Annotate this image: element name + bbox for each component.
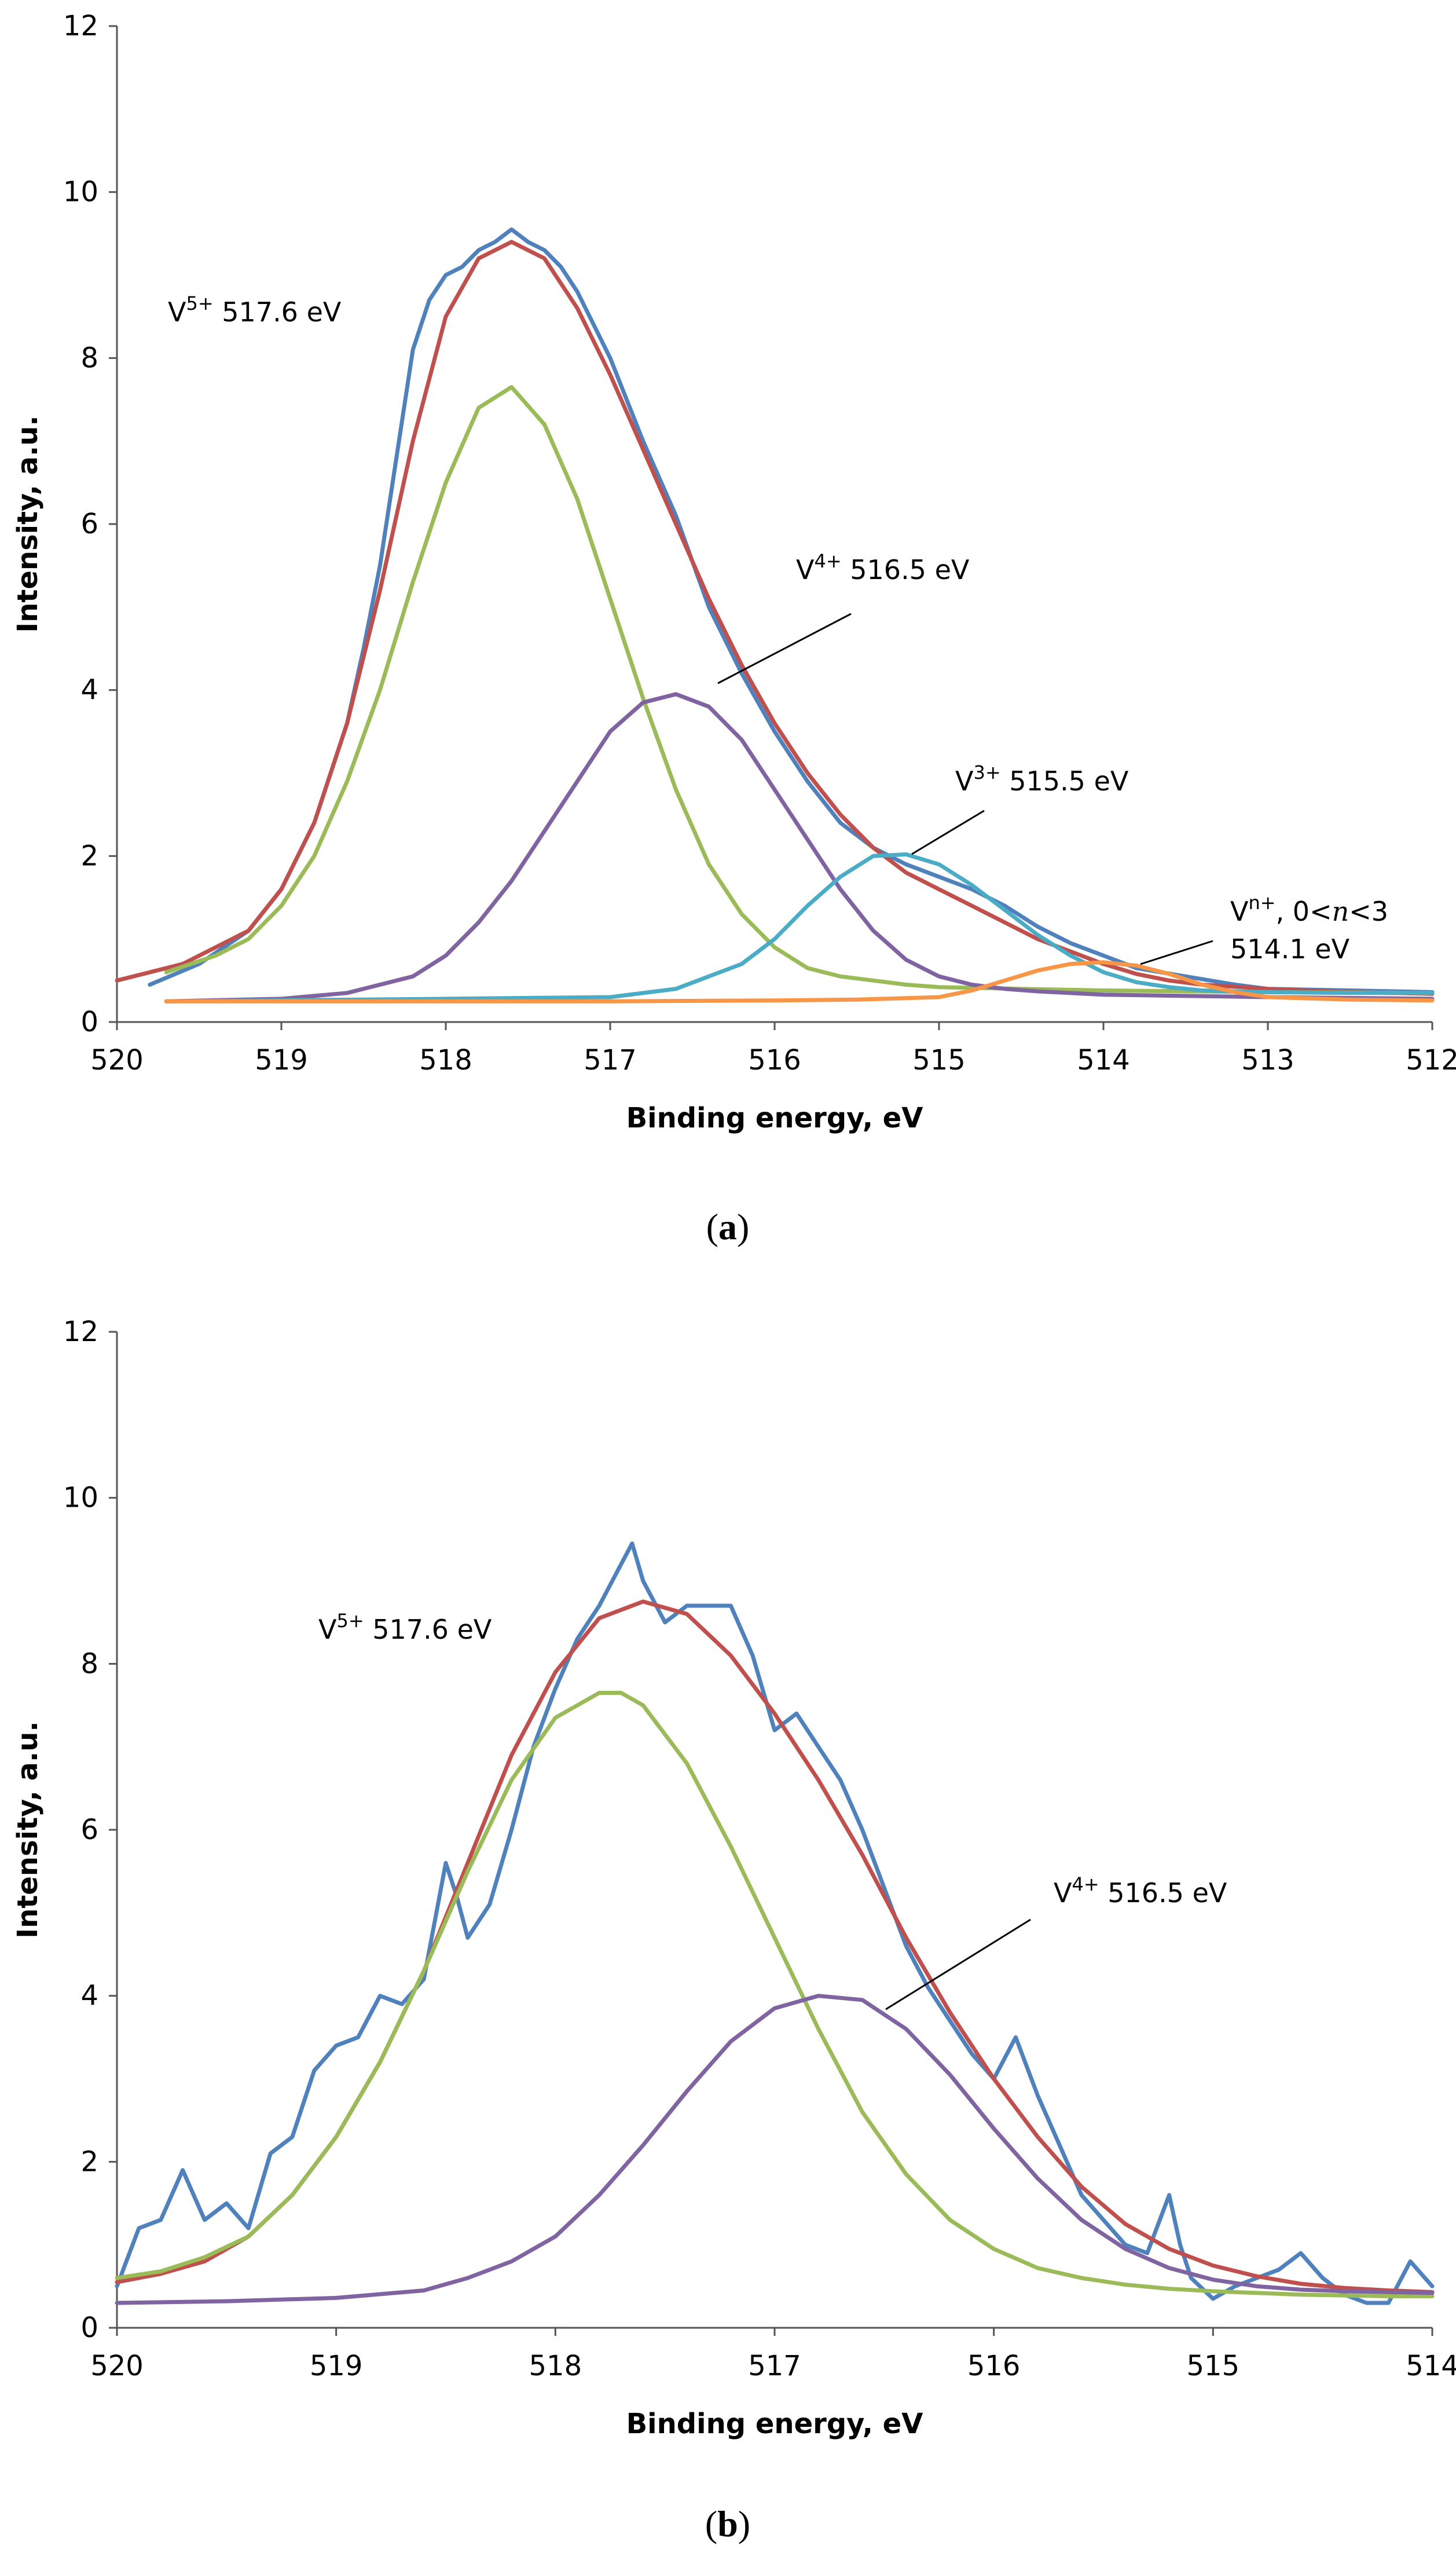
y-tick-label: 2 — [80, 840, 98, 872]
x-tick-label: 513 — [1241, 1044, 1294, 1076]
caption-close: ) — [737, 1206, 749, 1247]
annotation-ion: V — [796, 554, 815, 585]
x-tick-label: 518 — [419, 1044, 472, 1076]
annotation-leader-line — [911, 810, 985, 855]
y-tick-label: 12 — [63, 10, 98, 42]
y-axis-title: Intensity, a.u. — [12, 415, 44, 632]
annotation-energy: 515.5 eV — [1001, 766, 1129, 797]
x-tick-label: 518 — [529, 2350, 582, 2382]
x-tick-label: 517 — [748, 2350, 801, 2382]
annotation-ion: V — [1230, 896, 1249, 927]
caption-open: ( — [705, 2503, 717, 2544]
annotation-tail: <3 — [1349, 896, 1388, 927]
series-line-1 — [115, 240, 1435, 996]
x-tick-label: 519 — [255, 1044, 308, 1076]
annotation-energy: 516.5 eV — [842, 554, 970, 585]
y-tick-label: 10 — [63, 1482, 98, 1514]
peak-annotation: V5+ 517.6 eV — [168, 292, 342, 328]
annotation-ion: V — [1054, 1877, 1072, 1909]
y-tick-label: 0 — [80, 2312, 98, 2344]
annotation-leader-line — [885, 1918, 1031, 2010]
peak-annotation: V5+ 517.6 eV — [318, 1610, 492, 1645]
x-tick-label: 514 — [1406, 2350, 1456, 2382]
annotation-charge: 3+ — [973, 761, 1000, 783]
series-line-3 — [164, 692, 1435, 1004]
annotation-ion: V — [318, 1614, 337, 1645]
peak-annotation: V4+ 516.5 eV — [796, 550, 970, 585]
annotation-charge: 4+ — [814, 550, 841, 572]
annotation-leader-line — [1140, 940, 1213, 965]
caption-letter: a — [718, 1206, 737, 1247]
series-line-2 — [115, 1691, 1435, 2298]
series-line-5 — [164, 960, 1435, 1004]
series-line-3 — [115, 1994, 1435, 2305]
annotation-energy: , 0< — [1276, 896, 1332, 927]
x-tick-label: 520 — [90, 2350, 144, 2382]
annotation-charge: 5+ — [186, 292, 213, 314]
y-tick-label: 4 — [80, 1980, 98, 2012]
annotation-energy: 517.6 eV — [214, 296, 342, 328]
series-line-0 — [148, 227, 1435, 994]
x-tick-label: 515 — [912, 1044, 966, 1076]
y-tick-label: 10 — [63, 176, 98, 208]
x-tick-label: 520 — [90, 1044, 144, 1076]
chart-panel-b: 0 2 4 6 8 10 12 520 519 518 517 516 515 514 Binding en… — [12, 1316, 1456, 2544]
y-tick-label: 8 — [80, 342, 98, 374]
x-axis-title: Binding energy, eV — [626, 1102, 923, 1134]
caption-close: ) — [738, 2503, 750, 2544]
annotation-charge: 5+ — [336, 1610, 364, 1632]
x-tick-label: 516 — [967, 2350, 1021, 2382]
y-tick-label: 2 — [80, 2145, 98, 2178]
x-tick-label: 512 — [1406, 1044, 1456, 1076]
peak-annotation: V4+ 516.5 eV — [1054, 1873, 1227, 1909]
annotation-leader-line — [717, 613, 852, 684]
x-tick-label: 519 — [310, 2350, 363, 2382]
chart-panel-a: 0 2 4 6 8 10 12 520 519 518 517 516 515 514 513 512 Bind… — [12, 10, 1456, 1247]
y-tick-label: 12 — [63, 1316, 98, 1348]
annotation-energy: 517.6 eV — [364, 1614, 492, 1645]
x-tick-label: 515 — [1187, 2350, 1240, 2382]
series-line-0 — [115, 1541, 1435, 2305]
caption-letter: b — [717, 2503, 738, 2544]
peak-annotation: V3+ 515.5 eV — [955, 761, 1129, 797]
annotation-italic: n — [1332, 896, 1349, 927]
panel-caption: (a) — [706, 1206, 750, 1247]
x-axis-title: Binding energy, eV — [626, 2408, 923, 2440]
annotation-energy: 516.5 eV — [1099, 1877, 1227, 1909]
peak-annotation: Vn+, 0<n<3 — [1230, 892, 1388, 927]
annotation-ion: V — [955, 766, 974, 797]
x-tick-label: 516 — [748, 1044, 801, 1076]
y-tick-label: 6 — [80, 1814, 98, 1846]
annotation-charge: n+ — [1248, 892, 1275, 914]
annotation-ion: V — [168, 296, 186, 328]
series-line-1 — [115, 1599, 1435, 2294]
series-line-2 — [164, 385, 1435, 995]
y-tick-label: 8 — [80, 1647, 98, 1680]
caption-open: ( — [706, 1206, 718, 1247]
panel-caption: (b) — [705, 2503, 750, 2544]
y-tick-label: 6 — [80, 508, 98, 540]
y-axis-title: Intensity, a.u. — [12, 1721, 44, 1938]
annotation-energy-line2: 514.1 eV — [1230, 933, 1350, 965]
x-tick-label: 514 — [1077, 1044, 1130, 1076]
x-tick-label: 517 — [584, 1044, 637, 1076]
annotation-charge: 4+ — [1072, 1873, 1099, 1895]
y-tick-label: 0 — [80, 1006, 98, 1038]
y-tick-label: 4 — [80, 674, 98, 706]
series-line-4 — [164, 852, 1435, 1004]
